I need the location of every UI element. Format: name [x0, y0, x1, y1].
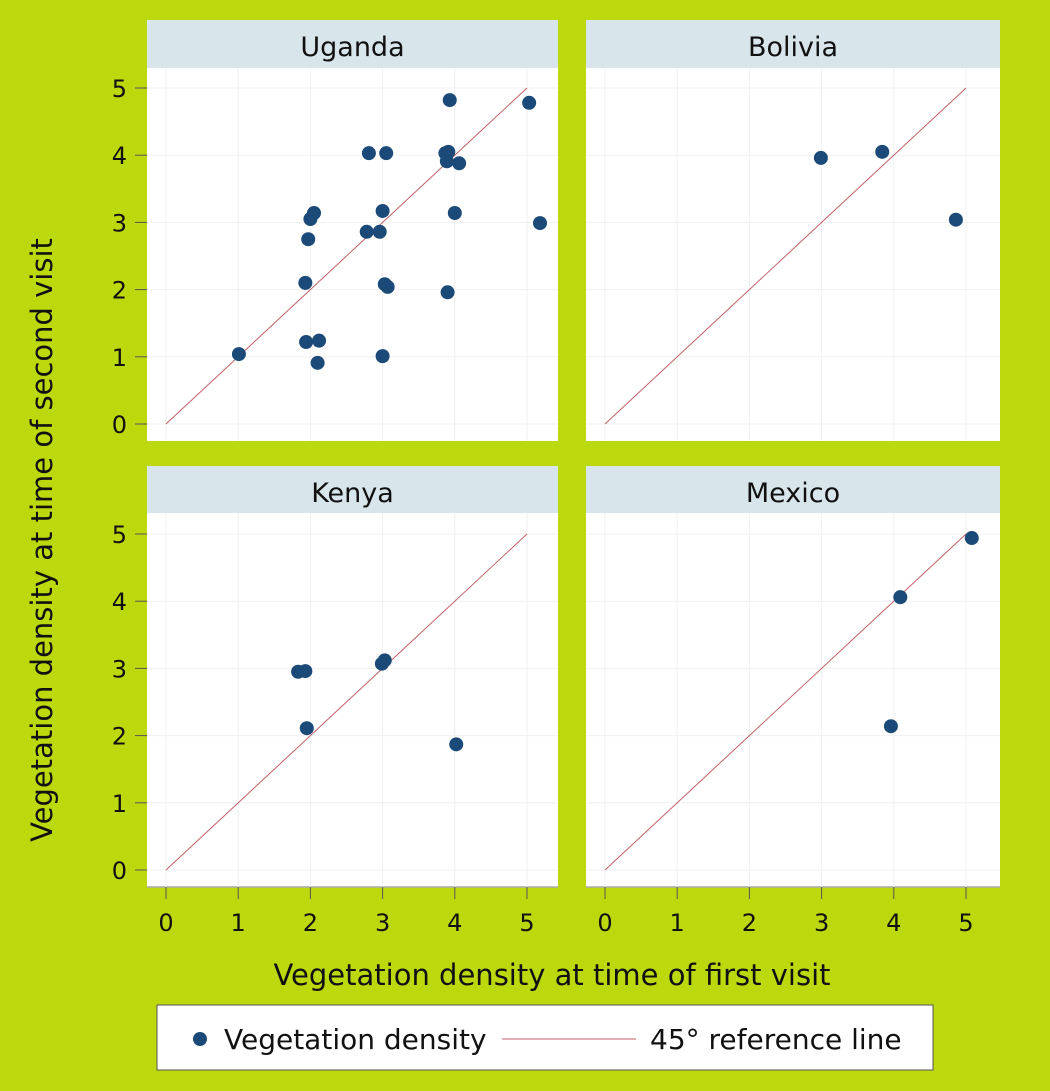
legend-label-points: Vegetation density: [224, 1023, 487, 1056]
data-point: [440, 285, 455, 300]
data-point: [447, 205, 462, 220]
data-point: [301, 232, 316, 247]
x-tick-label: 2: [742, 909, 757, 937]
y-tick-label: 5: [112, 521, 127, 549]
legend-point-marker: [193, 1032, 207, 1046]
panel-title: Mexico: [746, 478, 840, 509]
x-tick-label: 1: [231, 909, 246, 937]
panel-title: Bolivia: [748, 32, 838, 63]
y-tick-label: 2: [112, 277, 127, 305]
x-tick-label: 5: [958, 909, 973, 937]
data-point: [375, 203, 390, 218]
data-point: [893, 590, 908, 605]
x-tick-label: 5: [519, 909, 534, 937]
y-tick-label: 0: [112, 411, 127, 439]
x-tick-label: 4: [447, 909, 462, 937]
plot-area: [586, 68, 1000, 441]
y-tick-label: 2: [112, 723, 127, 751]
data-point: [964, 531, 979, 546]
data-point: [361, 146, 376, 161]
data-point: [532, 216, 547, 231]
y-tick-label: 1: [112, 344, 127, 372]
data-point: [522, 95, 537, 110]
data-point: [298, 275, 313, 290]
panel-uganda: Uganda 0 1 2 3 4 5: [112, 20, 558, 441]
reference-line: [165, 87, 528, 425]
panel-header: [586, 20, 1000, 68]
y-tick-label: 0: [112, 857, 127, 885]
y-tick-label: 3: [112, 209, 127, 237]
data-point: [875, 144, 890, 159]
data-point: [449, 737, 464, 752]
panel-title: Uganda: [300, 32, 404, 63]
panel-title: Kenya: [311, 478, 394, 509]
data-point: [442, 93, 457, 108]
data-point: [813, 150, 828, 165]
x-axis-label: Vegetation density at time of first visi…: [273, 958, 830, 992]
plot-area: [147, 68, 558, 441]
data-point: [310, 355, 325, 370]
reference-line: [165, 533, 528, 871]
panel-header: [147, 466, 558, 513]
y-axis-label: Vegetation density at time of second vis…: [25, 238, 59, 842]
x-tick-label: 3: [814, 909, 829, 937]
x-tick-label: 0: [597, 909, 612, 937]
data-point: [299, 335, 314, 350]
data-point: [948, 212, 963, 227]
x-tick-label: 2: [303, 909, 318, 937]
data-point: [303, 212, 318, 227]
data-point: [439, 154, 454, 169]
y-tick-label: 4: [112, 588, 127, 616]
data-point: [380, 279, 395, 294]
reference-line: [604, 533, 967, 871]
data-point: [452, 156, 467, 171]
plot-area: [586, 513, 1000, 887]
panel-header: [586, 466, 1000, 513]
data-point: [299, 721, 314, 736]
reference-line: [604, 87, 967, 425]
data-point: [359, 224, 374, 239]
x-tick-label: 1: [670, 909, 685, 937]
data-point: [231, 347, 246, 362]
y-tick-label: 5: [112, 75, 127, 103]
legend: Vegetation density 45° reference line: [156, 1004, 934, 1071]
data-point: [372, 224, 387, 239]
panel-mexico: Mexico 0 1 2 3 4 5: [586, 466, 1000, 937]
panel-bolivia: Bolivia: [586, 20, 1000, 441]
x-tick-label: 0: [158, 909, 173, 937]
y-tick-label: 1: [112, 790, 127, 818]
x-tick-label: 3: [375, 909, 390, 937]
x-tick-label: 4: [886, 909, 901, 937]
data-point: [377, 653, 392, 668]
y-tick-label: 4: [112, 142, 127, 170]
data-point: [883, 719, 898, 734]
panel-kenya: Kenya 0 0 1 1 2 2 3 3 4 4 5 5: [112, 466, 558, 937]
data-point: [312, 333, 327, 348]
panel-header: [147, 20, 558, 68]
data-point: [375, 349, 390, 364]
data-point: [298, 664, 313, 679]
legend-label-refline: 45° reference line: [650, 1023, 902, 1056]
y-tick-label: 3: [112, 655, 127, 683]
data-point: [379, 146, 394, 161]
plot-area: [147, 513, 558, 887]
